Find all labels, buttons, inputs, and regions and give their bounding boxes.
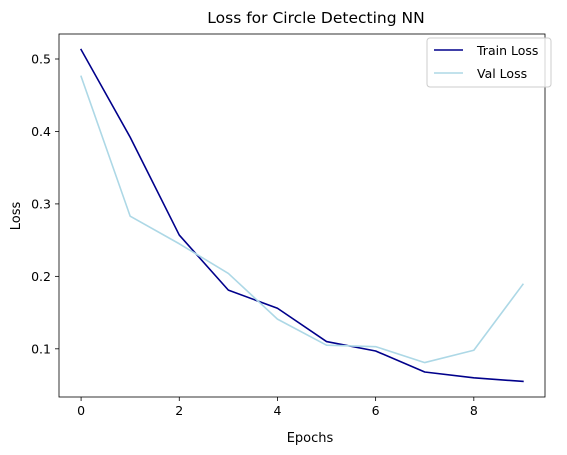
x-tick-label: 4 bbox=[273, 403, 281, 418]
x-tick-label: 0 bbox=[77, 403, 85, 418]
legend-label-train-loss: Train Loss bbox=[476, 43, 538, 58]
y-tick-label: 0.4 bbox=[31, 124, 51, 139]
y-tick-label: 0.5 bbox=[31, 51, 51, 66]
y-axis-label: Loss bbox=[9, 202, 24, 231]
chart-title: Loss for Circle Detecting NN bbox=[207, 9, 424, 27]
plot-frame bbox=[58, 33, 546, 398]
x-tick-label: 8 bbox=[470, 403, 478, 418]
x-axis-label: Epochs bbox=[287, 431, 334, 446]
legend-item-train-loss: Train Loss bbox=[434, 43, 538, 58]
legend: Train Loss Val Loss bbox=[426, 37, 552, 88]
legend-label-val-loss: Val Loss bbox=[477, 66, 527, 81]
x-tick-label: 6 bbox=[372, 403, 380, 418]
y-tick-label: 0.3 bbox=[31, 196, 51, 211]
series-line-val-loss bbox=[80, 75, 525, 364]
series-lines bbox=[80, 48, 525, 383]
series-line-train-loss bbox=[80, 48, 524, 383]
axis-ticks: 0 2 4 6 8 0.1 0.2 0.3 0.4 0.5 bbox=[31, 51, 478, 418]
legend-item-val-loss: Val Loss bbox=[434, 66, 527, 81]
x-tick-label: 2 bbox=[175, 403, 183, 418]
y-tick-label: 0.2 bbox=[31, 269, 51, 284]
y-tick-label: 0.1 bbox=[31, 341, 51, 356]
